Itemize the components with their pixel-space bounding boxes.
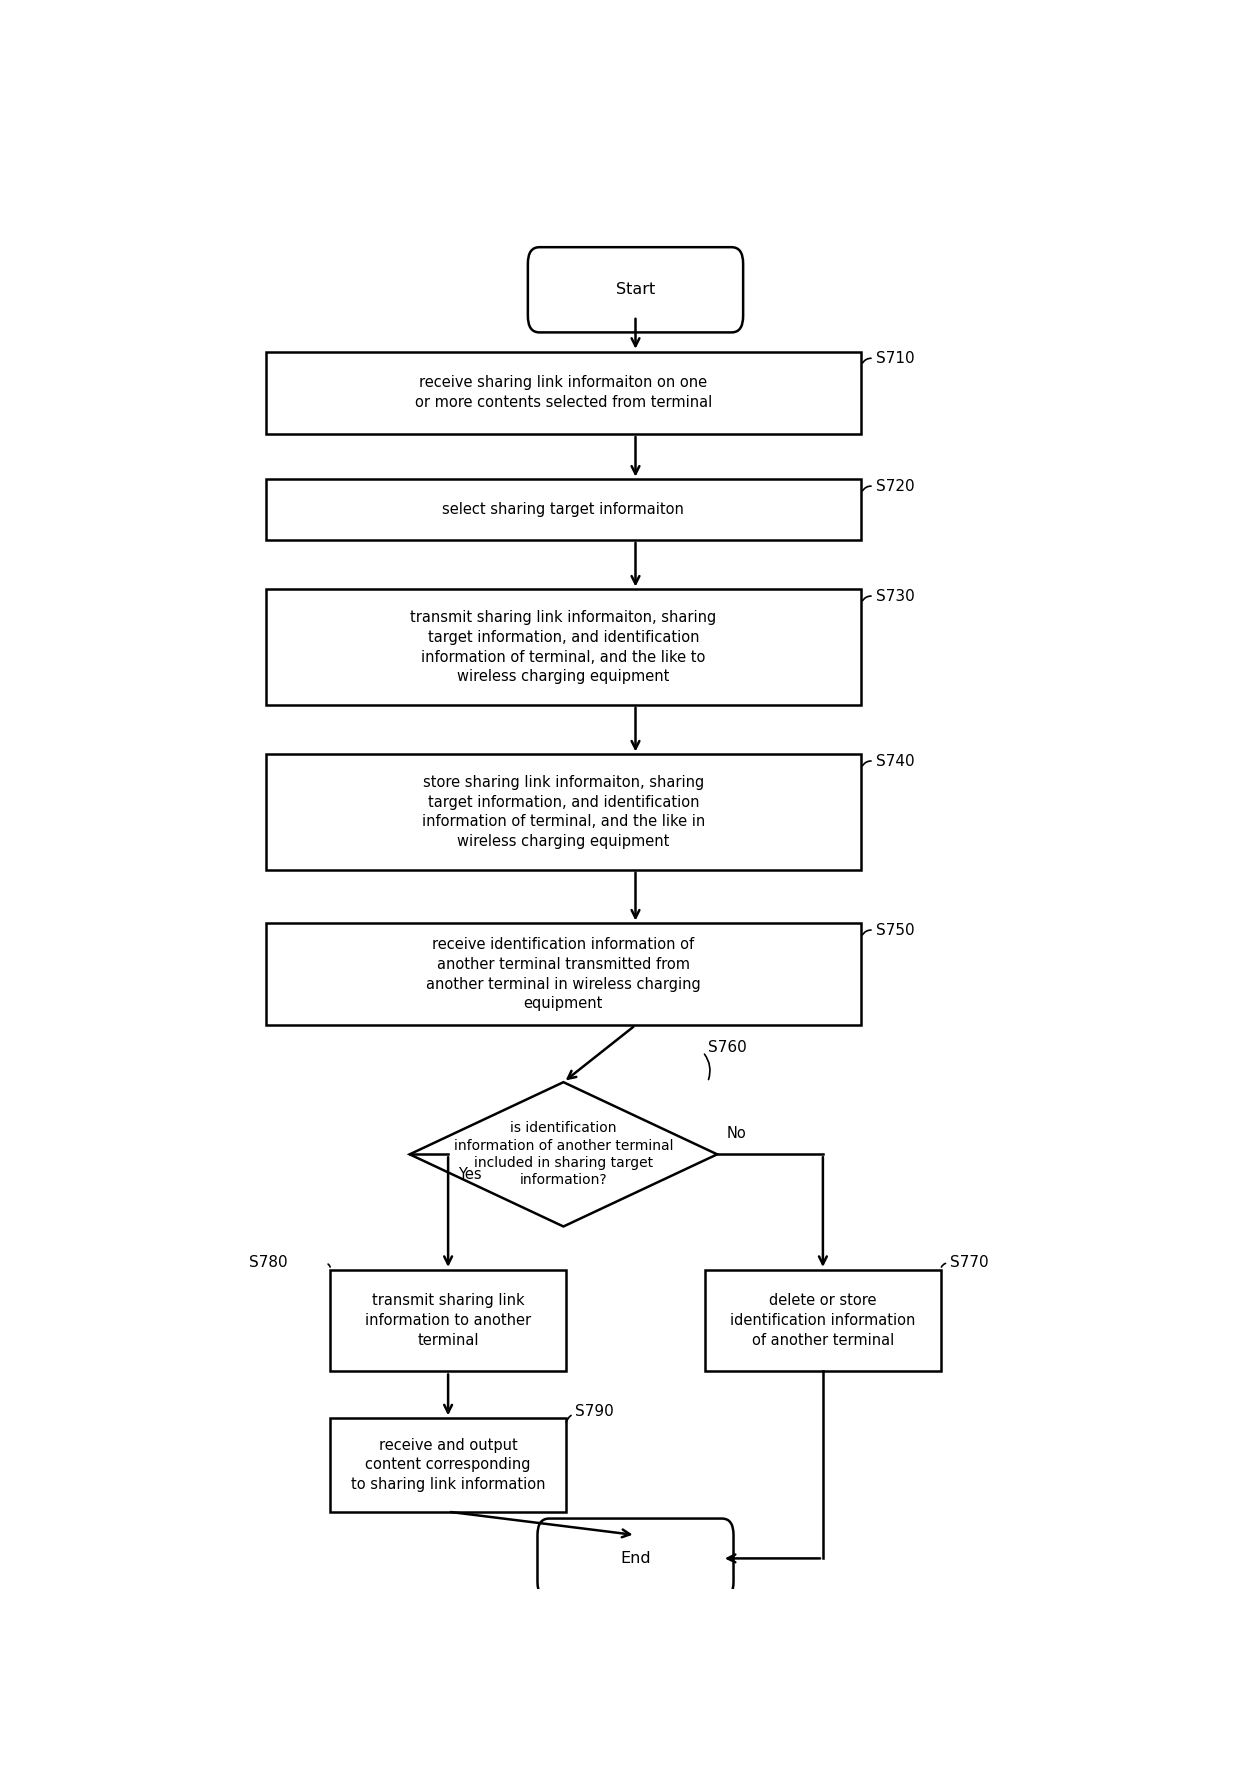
Text: S790: S790 — [575, 1403, 614, 1419]
Text: S710: S710 — [875, 352, 914, 366]
Text: transmit sharing link informaiton, sharing
target information, and identificatio: transmit sharing link informaiton, shari… — [410, 610, 717, 684]
Text: Start: Start — [616, 282, 655, 298]
Text: S770: S770 — [950, 1255, 988, 1271]
Text: receive and output
content corresponding
to sharing link information: receive and output content corresponding… — [351, 1437, 546, 1492]
Text: select sharing target informaiton: select sharing target informaiton — [443, 502, 684, 518]
Bar — [265, 923, 862, 1025]
Bar — [265, 755, 862, 869]
Text: No: No — [727, 1126, 746, 1141]
Text: receive identification information of
another terminal transmitted from
another : receive identification information of an… — [427, 937, 701, 1012]
Polygon shape — [409, 1082, 717, 1226]
Text: S750: S750 — [875, 923, 914, 937]
Text: transmit sharing link
information to another
terminal: transmit sharing link information to ano… — [365, 1294, 531, 1348]
Bar — [330, 1269, 565, 1371]
Text: S740: S740 — [875, 753, 914, 769]
Text: store sharing link informaiton, sharing
target information, and identification
i: store sharing link informaiton, sharing … — [422, 775, 706, 850]
Bar — [265, 589, 862, 705]
Text: S780: S780 — [249, 1255, 288, 1271]
Text: delete or store
identification information
of another terminal: delete or store identification informati… — [730, 1294, 915, 1348]
Text: is identification
information of another terminal
included in sharing target
inf: is identification information of another… — [454, 1121, 673, 1187]
FancyBboxPatch shape — [537, 1519, 734, 1598]
Bar — [265, 480, 862, 539]
Bar — [706, 1269, 941, 1371]
FancyBboxPatch shape — [528, 246, 743, 332]
Text: S720: S720 — [875, 478, 914, 494]
Text: Yes: Yes — [458, 1167, 481, 1182]
Text: S730: S730 — [875, 589, 915, 603]
Bar — [330, 1419, 565, 1512]
Text: S760: S760 — [708, 1041, 746, 1055]
Text: End: End — [620, 1551, 651, 1565]
Text: receive sharing link informaiton on one
or more contents selected from terminal: receive sharing link informaiton on one … — [415, 375, 712, 411]
Bar — [265, 352, 862, 434]
